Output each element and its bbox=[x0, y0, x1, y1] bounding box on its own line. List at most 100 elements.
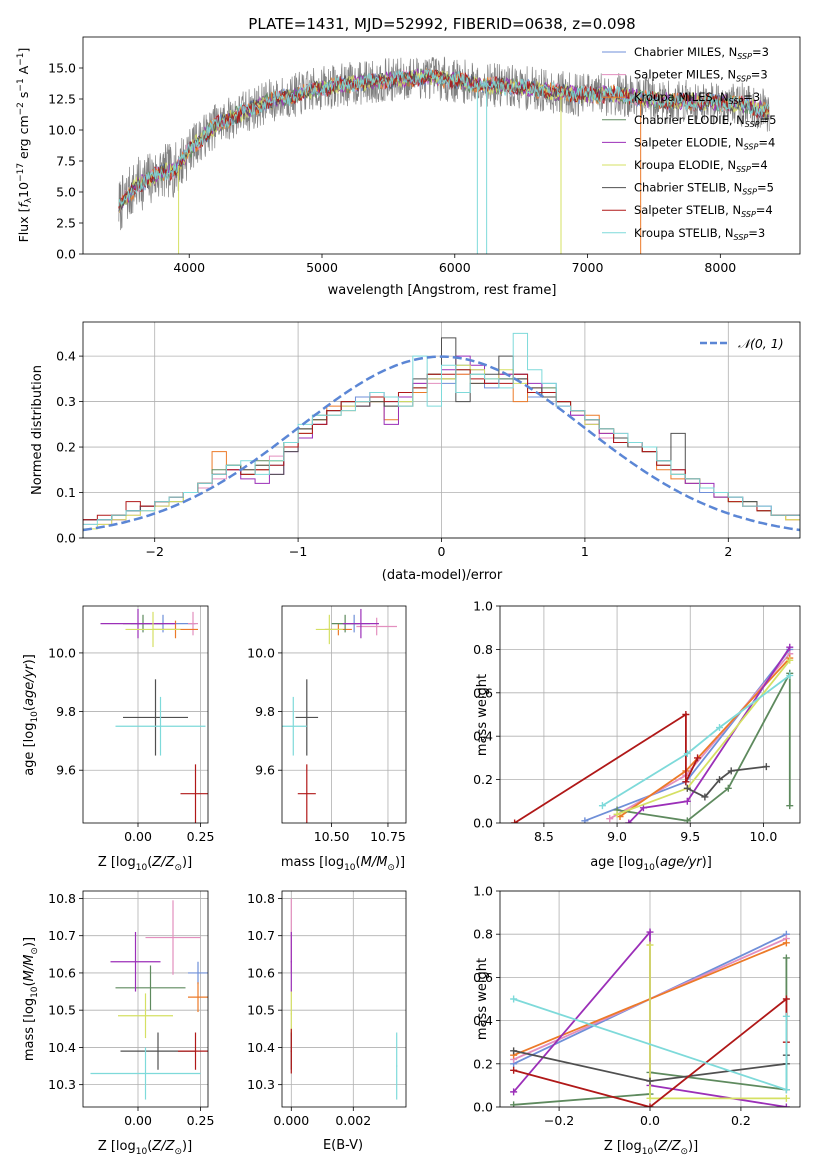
mass_vs_EBV-plot-area bbox=[290, 898, 398, 1100]
mass_vs_Z-ytick-label: 10.3 bbox=[48, 1077, 76, 1092]
mass_weight_vs_Z-xtick-label: 0.0 bbox=[640, 1113, 660, 1128]
mass_weight_vs_age-series-line bbox=[514, 712, 699, 823]
spectrum-xtick-label: 5000 bbox=[306, 260, 338, 275]
mass_weight_vs_Z-ytick-label: 0.6 bbox=[473, 970, 493, 985]
residuals-xtick-label: 2 bbox=[724, 544, 732, 559]
mass_weight_vs_age-marker bbox=[606, 815, 614, 823]
mass_vs_Z-ytick-label: 10.8 bbox=[48, 891, 76, 906]
mass_weight_vs_age-series-line bbox=[601, 674, 791, 807]
spectrum-xtick-label: 4000 bbox=[173, 260, 205, 275]
residuals-ylabel: Normed distribution bbox=[30, 365, 45, 495]
spectrum-model-line bbox=[118, 68, 770, 207]
mass_weight_vs_age-marker bbox=[581, 817, 589, 823]
mass_vs_EBV-xtick-label: 0.002 bbox=[335, 1113, 371, 1128]
mass_weight_vs_age-marker bbox=[716, 724, 724, 732]
spectrum-xtick-label: 8000 bbox=[704, 260, 736, 275]
mass_weight_vs_age-marker bbox=[786, 671, 794, 679]
residuals-ytick-label: 0.1 bbox=[56, 485, 76, 500]
spectrum-xlabel: wavelength [Angstrom, rest frame] bbox=[328, 283, 557, 298]
spectrum-legend-label: Kroupa MILES, NSSP=3 bbox=[634, 90, 760, 106]
mass_vs_Z-plot-area bbox=[90, 900, 208, 1100]
mass_weight_vs_age-ytick-label: 0.8 bbox=[473, 642, 493, 657]
residuals-ytick-label: 0.3 bbox=[56, 394, 76, 409]
mass_weight_vs_age-xtick-label: 9.5 bbox=[680, 829, 700, 844]
mass-weight-age-xlabel: age [log10(age/yr)] bbox=[590, 855, 712, 873]
spectrum-legend-label: Salpeter MILES, NSSP=3 bbox=[634, 68, 768, 84]
ebv-xlabel: E(B-V) bbox=[323, 1138, 363, 1153]
mass_weight_vs_Z-ytick-label: 0.4 bbox=[473, 1013, 493, 1028]
spectrum-model-line bbox=[118, 69, 770, 209]
mass_weight_vs_age-marker bbox=[683, 784, 691, 792]
spectrum-legend-label: Chabrier MILES, NSSP=3 bbox=[634, 45, 769, 61]
mass_weight_vs_Z-plot-area bbox=[510, 928, 790, 1107]
age_vs_mass-xtick-label: 10.50 bbox=[314, 829, 350, 844]
mass_weight_vs_Z-marker bbox=[782, 995, 790, 1003]
spectrum-legend-label: Kroupa STELIB, NSSP=3 bbox=[634, 226, 765, 242]
spectrum-ytick-label: 15.0 bbox=[48, 61, 76, 76]
age_vs_Z-ytick-label: 9.6 bbox=[56, 763, 76, 778]
mass_weight_vs_Z-marker bbox=[646, 1103, 654, 1107]
mass_weight_vs_age-marker bbox=[762, 763, 770, 771]
age_vs_mass-ytick-label: 9.6 bbox=[255, 763, 275, 778]
mass_weight_vs_age-marker bbox=[682, 778, 690, 786]
mass_vs_EBV-ytick-label: 10.4 bbox=[247, 1040, 275, 1055]
mass_weight_vs_age-xtick-label: 10.0 bbox=[749, 829, 777, 844]
residuals-xlabel: (data-model)/error bbox=[382, 568, 503, 583]
mass_weight_vs_age-ytick-label: 0.0 bbox=[473, 816, 493, 831]
normal-curve bbox=[83, 355, 800, 532]
mass-weight-z-xlabel: Z [log10(Z/Z⊙)] bbox=[604, 1139, 698, 1157]
mass_weight_vs_Z-marker bbox=[782, 1086, 790, 1094]
mass_vs_EBV-xtick-label: 0.000 bbox=[273, 1113, 309, 1128]
text-layer: PLATE=1431, MJD=52992, FIBERID=0638, z=0… bbox=[16, 15, 784, 1157]
mass_weight_vs_Z-marker bbox=[646, 928, 654, 936]
mass_weight_vs_age-marker bbox=[598, 802, 606, 810]
mass_weight_vs_age-ytick-label: 0.6 bbox=[473, 685, 493, 700]
age_vs_Z-plot-area bbox=[100, 608, 208, 823]
mass-weight-age-ylabel: mass weight bbox=[475, 674, 490, 756]
mass_weight_vs_Z-ytick-label: 1.0 bbox=[473, 884, 493, 899]
mass_vs_Z-ytick-label: 10.4 bbox=[48, 1040, 76, 1055]
age_vs_mass-xtick-label: 10.75 bbox=[370, 829, 406, 844]
spectrum-ytick-label: 7.5 bbox=[56, 154, 76, 169]
residuals-plot-area bbox=[83, 332, 800, 538]
mass_weight_vs_Z-marker bbox=[646, 1094, 654, 1102]
age_vs_mass-ytick-label: 9.8 bbox=[255, 704, 275, 719]
mass_vs_EBV-ytick-label: 10.3 bbox=[247, 1077, 275, 1092]
mass_weight_vs_Z-ytick-label: 0.8 bbox=[473, 927, 493, 942]
mass-z-xlabel: Z [log10(Z/Z⊙)] bbox=[98, 1139, 192, 1157]
mass_vs_EBV-ytick-label: 10.6 bbox=[247, 965, 275, 980]
mass_weight_vs_age-marker bbox=[683, 797, 691, 805]
mass_vs_EBV-ytick-label: 10.8 bbox=[247, 891, 275, 906]
mass_weight_vs_age-marker bbox=[786, 802, 794, 810]
mass_weight_vs_age-marker bbox=[683, 817, 691, 823]
spectrum-xtick-label: 7000 bbox=[572, 260, 604, 275]
mass_weight_vs_Z-marker bbox=[510, 1101, 518, 1107]
age_vs_Z-xtick-label: 0.00 bbox=[124, 829, 152, 844]
residuals-ytick-label: 0.2 bbox=[56, 440, 76, 455]
mass_vs_Z-ytick-label: 10.7 bbox=[48, 928, 76, 943]
mass_weight_vs_Z-marker bbox=[782, 1012, 790, 1020]
spectrum-legend-label: Salpeter ELODIE, NSSP=4 bbox=[634, 135, 775, 151]
mass_weight_vs_Z-marker bbox=[646, 941, 654, 949]
spectrum-ytick-label: 2.5 bbox=[56, 216, 76, 231]
mass_weight_vs_Z-marker bbox=[510, 1047, 518, 1055]
mass_weight_vs_age-marker bbox=[716, 776, 724, 784]
age_vs_mass-frame bbox=[281, 605, 407, 824]
residuals-xtick-label: −1 bbox=[289, 544, 307, 559]
mass_weight_vs_age-marker bbox=[683, 750, 691, 758]
frame-layer bbox=[79, 36, 801, 1111]
spectrum-plot-area bbox=[118, 56, 770, 254]
residuals-xtick-label: 1 bbox=[581, 544, 589, 559]
mass_weight_vs_Z-marker bbox=[782, 1094, 790, 1102]
mass_weight_vs_Z-ytick-label: 0.2 bbox=[473, 1056, 493, 1071]
spectrum-ytick-label: 12.5 bbox=[48, 92, 76, 107]
normal-legend-label: 𝒩(0, 1) bbox=[738, 336, 784, 351]
mass_weight_vs_age-frame bbox=[499, 605, 801, 824]
age_vs_mass-ytick-label: 10.0 bbox=[247, 645, 275, 660]
mass_weight_vs_age-marker bbox=[727, 767, 735, 775]
spectrum-ylabel: Flux [fλ10−17 erg cm−2 s−1 A−1] bbox=[16, 48, 34, 243]
mass_weight_vs_age-marker bbox=[701, 793, 709, 801]
age_vs_Z-ytick-label: 10.0 bbox=[48, 645, 76, 660]
mass_weight_vs_Z-marker bbox=[510, 1088, 518, 1096]
